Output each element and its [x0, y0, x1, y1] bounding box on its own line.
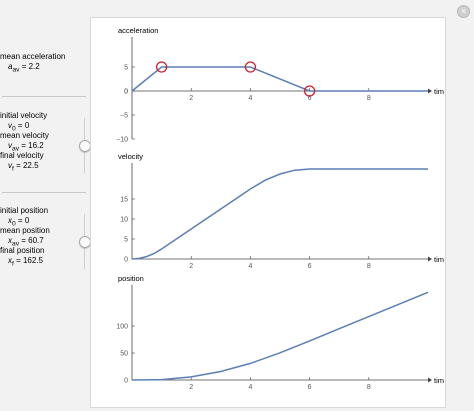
x-axis-arrow	[428, 377, 432, 383]
x-tick-label: 8	[367, 263, 371, 270]
y-tick-label: 15	[120, 197, 128, 204]
y-tick-label: 50	[120, 351, 128, 358]
mean-acceleration-title: mean acceleration	[0, 52, 66, 61]
x-tick-label: 8	[367, 95, 371, 102]
control-panel: mean acceleration aav = 2.2 initial velo…	[0, 14, 91, 406]
y-tick-label: 0	[124, 378, 128, 385]
final-position-readout: xf = 162.5	[8, 256, 44, 268]
mean-velocity-readout: vav = 16.2	[8, 141, 44, 153]
initial-velocity-readout: v0 = 0	[8, 121, 30, 133]
control-point-marker	[244, 61, 257, 73]
y-axis-label: velocity	[118, 152, 143, 161]
y-tick-label: 10	[120, 217, 128, 224]
x-tick-label: 2	[189, 263, 193, 270]
y-tick-label: 0	[124, 257, 128, 264]
final-position-title: final position	[0, 246, 45, 255]
chart-2: position time 2 4 6 8 50 100 0	[116, 274, 444, 391]
position-group: initial position x0 = 0 mean position xa…	[0, 206, 88, 268]
control-point-marker	[155, 61, 168, 73]
x-tick-label: 6	[308, 263, 312, 270]
series-line	[131, 168, 428, 260]
x-tick-label: 6	[308, 384, 312, 391]
series-line	[131, 291, 429, 381]
charts-svg: accelerationtime2468−10−5050velocitytime…	[116, 26, 444, 391]
final-velocity-title: final velocity	[0, 151, 44, 160]
control-point-marker	[303, 85, 316, 97]
separator	[2, 192, 86, 193]
x-tick-label: 2	[189, 95, 193, 102]
x-tick-label: 4	[248, 263, 252, 270]
close-icon[interactable]: ×	[457, 5, 470, 18]
initial-position-readout: x0 = 0	[8, 216, 30, 228]
x-tick-label: 2	[189, 384, 193, 391]
mean-acceleration-readout: aav = 2.2	[8, 62, 40, 74]
plot-panel	[90, 17, 446, 408]
y-tick-label: 100	[116, 324, 128, 331]
x-tick-label: 4	[248, 384, 252, 391]
velocity-group: initial velocity v0 = 0 mean velocity va…	[0, 111, 88, 173]
y-tick-label: 5	[124, 237, 128, 244]
initial-position-title: initial position	[0, 206, 49, 215]
x-axis-arrow	[428, 88, 432, 94]
mean-acceleration-group: mean acceleration aav = 2.2	[0, 52, 88, 74]
x-axis-label: time	[434, 376, 444, 385]
y-tick-label: 0	[124, 89, 128, 96]
x-tick-label: 4	[248, 95, 252, 102]
x-axis-label: time	[434, 255, 444, 264]
y-tick-label: 0	[124, 89, 128, 96]
y-axis-label: position	[118, 274, 144, 283]
y-tick-label: 5	[124, 65, 128, 72]
series-line	[131, 66, 428, 92]
initial-velocity-title: initial velocity	[0, 111, 48, 120]
x-tick-label: 8	[367, 384, 371, 391]
x-axis-label: time	[434, 87, 444, 96]
mean-velocity-title: mean velocity	[0, 131, 49, 140]
mean-position-title: mean position	[0, 226, 50, 235]
chart-1: velocity time 2 4 6 8 5 10 15 0	[118, 152, 444, 270]
y-axis-label: acceleration	[118, 26, 158, 35]
x-tick-label: 6	[308, 95, 312, 102]
x-axis-arrow	[428, 256, 432, 262]
y-tick-label: −10	[116, 137, 128, 144]
mean-position-readout: xav = 60.7	[8, 236, 44, 248]
separator	[2, 96, 86, 97]
final-velocity-readout: vf = 22.5	[8, 161, 39, 173]
y-tick-label: −5	[120, 113, 128, 120]
